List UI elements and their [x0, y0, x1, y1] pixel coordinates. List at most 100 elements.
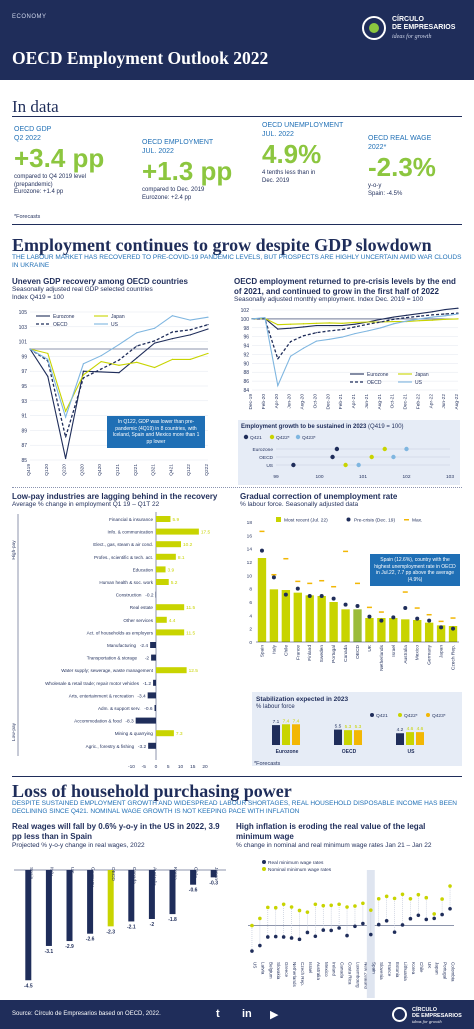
- data-point: [457, 318, 459, 320]
- x-tick-label: Jun-21: [364, 394, 370, 409]
- x-tick-label: OECD: [355, 644, 361, 658]
- category-label: US: [266, 463, 273, 469]
- x-tick-label: Australia: [151, 867, 157, 886]
- x-tick-label: Apr-21: [351, 394, 357, 409]
- kpi-label: JUL. 2022: [142, 147, 174, 155]
- data-point: [47, 352, 49, 355]
- x-tick-label: Chile: [283, 645, 289, 656]
- x-tick-label: Germany: [427, 644, 433, 664]
- legend-label: Pre-crisis (Dec. 19): [354, 518, 395, 524]
- data-label: -3.4: [137, 693, 146, 699]
- y-tick-label: 14: [247, 547, 253, 553]
- legend-label: Nominal minimum wage rates: [268, 867, 332, 873]
- data-point: [380, 318, 382, 320]
- kpi-note: Eurozone: +2.4 pp: [142, 194, 192, 201]
- data-point: [136, 345, 138, 347]
- x-tick-label: 102: [402, 474, 410, 480]
- bar: [334, 729, 342, 745]
- legend-label: OECD: [53, 322, 68, 328]
- bar: [45, 870, 52, 946]
- data-point-real: [353, 924, 357, 929]
- legend-label: Q423*: [432, 713, 446, 719]
- data-point: [405, 314, 408, 316]
- x-tick-label: Dec-21: [403, 394, 409, 410]
- x-tick-label: Q220: [62, 464, 68, 476]
- data-point-precrisis: [403, 606, 408, 610]
- page-title: OECD Employment Outlook 2022: [12, 48, 269, 68]
- growth-title-unit: (Q419 = 100): [368, 424, 404, 430]
- linkedin-icon[interactable]: in: [242, 1008, 252, 1020]
- bar: [282, 724, 290, 745]
- x-tick-label: Italy: [48, 867, 54, 876]
- data-point: [393, 323, 395, 325]
- data-point-real: [400, 923, 405, 927]
- category-label: Water supply; sewerage, waste management: [61, 668, 153, 673]
- legend-swatch: [398, 713, 402, 717]
- y-tick-label: 95: [21, 384, 27, 390]
- data-point: [207, 328, 209, 330]
- legend-swatch: [269, 434, 275, 440]
- data-point: [189, 319, 191, 321]
- legend-swatch: [295, 434, 301, 440]
- data-point-max: [355, 582, 360, 585]
- kpi-note: Spain: -4.5%: [368, 190, 403, 197]
- y-tick-label: 101: [19, 340, 28, 346]
- y-tick-label: 89: [21, 428, 27, 434]
- growth-chart-title: Employment growth to be sustained in 202…: [241, 424, 404, 430]
- data-label: -1.8: [168, 917, 177, 923]
- x-tick-label: 101: [359, 474, 367, 480]
- data-label: -2.9: [65, 944, 74, 950]
- divider: [12, 487, 462, 488]
- y-tick-label: 84: [243, 388, 249, 394]
- unemp-chart-subtitle: % labour force. Seasonally adjusted data: [240, 501, 359, 508]
- x-tick-label: Dec-19: [248, 394, 254, 410]
- logo-line2: DE EMPRESARIOS: [392, 24, 456, 31]
- data-point: [118, 364, 120, 366]
- bar: [148, 742, 156, 749]
- category-label: Human health & soc. work: [99, 580, 153, 585]
- x-tick-label: Sweden: [319, 645, 325, 663]
- data-point: [136, 332, 138, 334]
- data-point: [290, 340, 292, 343]
- data-point: [444, 318, 446, 320]
- y-tick-label: 93: [21, 399, 27, 405]
- x-tick-label: 20: [202, 764, 208, 770]
- x-tick-label: 10: [178, 764, 184, 770]
- youtube-icon[interactable]: ▶: [270, 1009, 279, 1021]
- data-label: -1.2: [143, 681, 152, 687]
- data-label: 4.4: [169, 618, 176, 624]
- circulo-logo[interactable]: CÍRCULO DE EMPRESARIOS ideas for growth: [362, 14, 462, 48]
- x-tick-label: Ireland: [332, 962, 337, 976]
- data-point: [431, 314, 433, 316]
- bar: [128, 870, 135, 922]
- twitter-icon[interactable]: t: [216, 1008, 220, 1020]
- data-point-precrisis: [343, 602, 348, 607]
- legend-label: Q422*: [404, 713, 418, 719]
- x-tick-label: Q121: [115, 464, 121, 476]
- data-point: [154, 342, 156, 344]
- footer-logo[interactable]: CÍRCULO DE EMPRESARIOS ideas for growth: [392, 1006, 462, 1024]
- legend-label: Japan: [111, 314, 125, 320]
- x-tick-label: Costa Rica: [348, 962, 353, 985]
- data-point: [457, 313, 459, 315]
- data-point: [207, 323, 209, 326]
- category-label: Real estate: [130, 605, 154, 610]
- source-note: Source: Círculo de Empresarios based on …: [12, 1011, 161, 1017]
- logo-line1: CÍRCULO: [412, 1007, 438, 1013]
- gdp-line-chart: 85 87 89 91 93 95 97 99 101 103 105 Q419 Q120 Q220 Q32…: [19, 310, 210, 476]
- data-point: [118, 359, 120, 361]
- data-point: [100, 371, 102, 373]
- x-tick-label: Q120: [44, 464, 50, 476]
- data-point: [444, 315, 446, 317]
- x-tick-label: Japan: [439, 645, 445, 658]
- data-point-max: [295, 580, 301, 583]
- data-point: [65, 436, 67, 438]
- data-point-max: [426, 613, 432, 616]
- data-label: 7.4: [293, 718, 300, 724]
- data-point: [290, 355, 292, 357]
- data-label: -0.6: [144, 706, 153, 712]
- data-point-max: [283, 557, 289, 560]
- data-point-nominal: [313, 902, 318, 907]
- bar: [150, 642, 156, 648]
- x-tick-label: Japan: [213, 867, 219, 880]
